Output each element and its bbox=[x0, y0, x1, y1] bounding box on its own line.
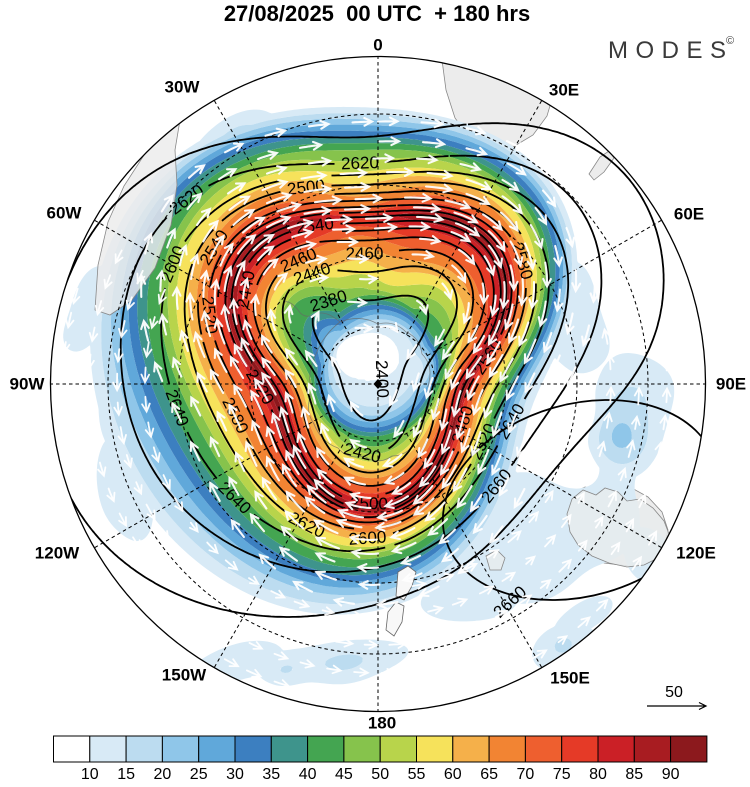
svg-text:10: 10 bbox=[81, 766, 99, 782]
svg-text:60: 60 bbox=[444, 766, 462, 782]
svg-text:©: © bbox=[726, 35, 734, 47]
svg-text:60E: 60E bbox=[674, 205, 704, 224]
svg-text:35: 35 bbox=[262, 766, 280, 782]
svg-text:20: 20 bbox=[154, 766, 172, 782]
svg-text:30: 30 bbox=[226, 766, 244, 782]
svg-text:2400: 2400 bbox=[372, 360, 392, 398]
svg-text:120E: 120E bbox=[676, 544, 716, 563]
svg-text:MODES: MODES bbox=[608, 37, 734, 64]
svg-text:80: 80 bbox=[589, 766, 607, 782]
svg-text:30E: 30E bbox=[549, 81, 579, 100]
svg-text:2620: 2620 bbox=[341, 153, 379, 173]
svg-text:40: 40 bbox=[299, 766, 317, 782]
svg-text:70: 70 bbox=[517, 766, 535, 782]
svg-text:55: 55 bbox=[408, 766, 426, 782]
svg-text:2500: 2500 bbox=[350, 494, 388, 514]
svg-text:30W: 30W bbox=[165, 78, 201, 97]
svg-text:150E: 150E bbox=[550, 669, 590, 688]
svg-text:90W: 90W bbox=[10, 375, 46, 394]
svg-text:50: 50 bbox=[371, 766, 389, 782]
svg-text:90E: 90E bbox=[716, 375, 746, 394]
svg-text:65: 65 bbox=[480, 766, 498, 782]
svg-text:0: 0 bbox=[373, 36, 382, 55]
svg-text:2500: 2500 bbox=[286, 176, 326, 199]
svg-text:2520: 2520 bbox=[198, 295, 221, 335]
svg-text:15: 15 bbox=[117, 766, 135, 782]
svg-text:45: 45 bbox=[335, 766, 353, 782]
svg-text:120W: 120W bbox=[35, 544, 80, 563]
svg-text:60W: 60W bbox=[47, 204, 83, 223]
svg-text:180: 180 bbox=[368, 714, 396, 733]
svg-text:27/08/2025 00 UTC + 180 hrs: 27/08/2025 00 UTC + 180 hrs bbox=[224, 1, 530, 26]
svg-text:90: 90 bbox=[662, 766, 680, 782]
svg-text:75: 75 bbox=[553, 766, 571, 782]
svg-text:150W: 150W bbox=[162, 666, 207, 685]
svg-text:25: 25 bbox=[190, 766, 208, 782]
svg-text:50: 50 bbox=[665, 684, 683, 701]
svg-text:85: 85 bbox=[625, 766, 643, 782]
